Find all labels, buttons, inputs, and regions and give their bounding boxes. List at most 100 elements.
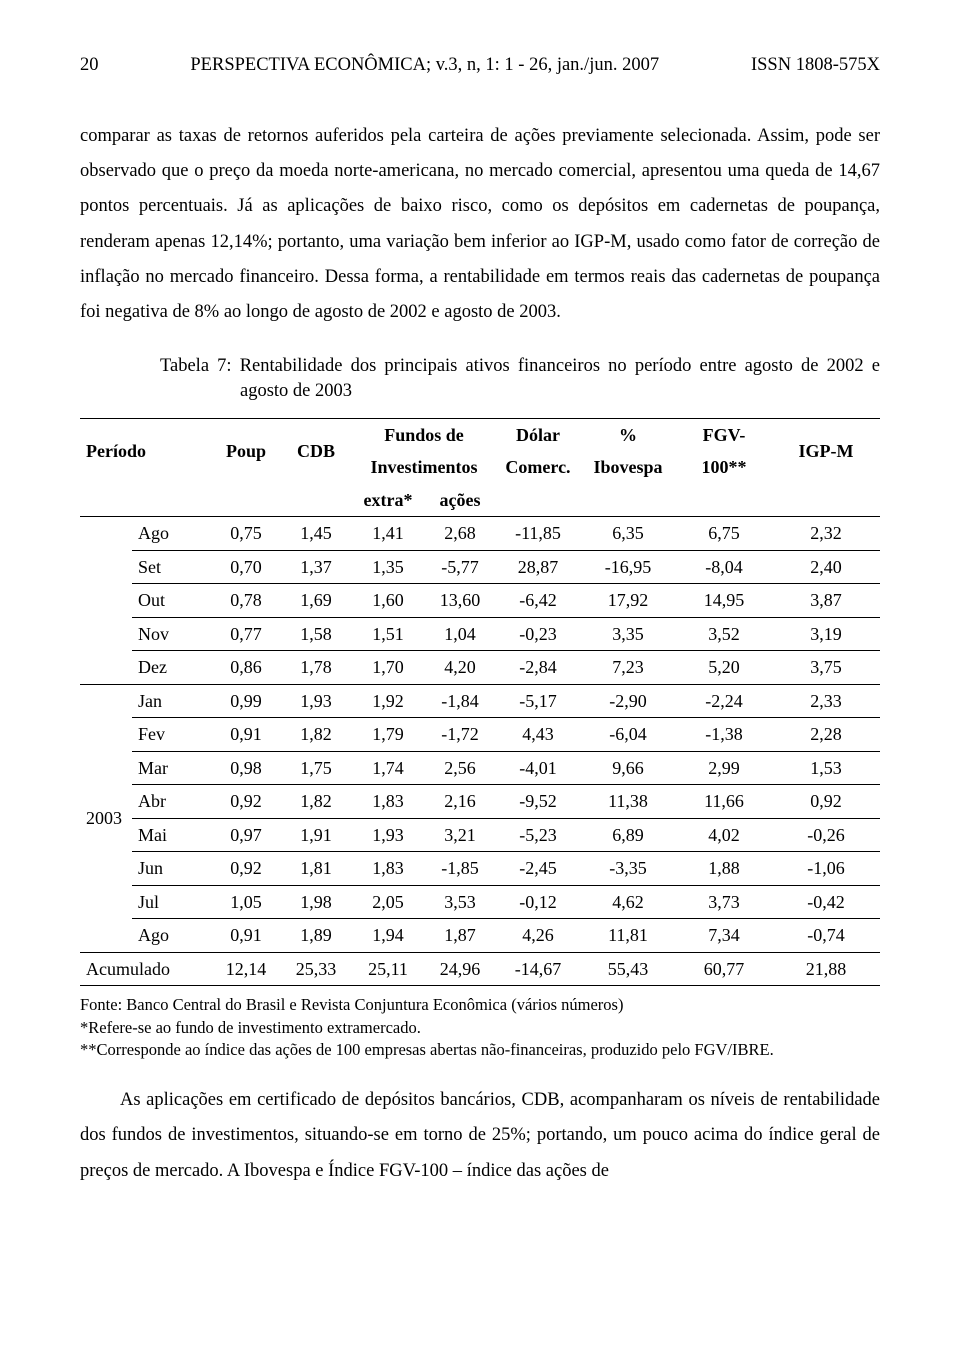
table-row: Ago0,911,891,941,874,2611,817,34-0,74 xyxy=(80,919,880,953)
table-row: Mar0,981,751,742,56-4,019,662,991,53 xyxy=(80,751,880,785)
table-row: Set0,701,371,35-5,7728,87-16,95-8,042,40 xyxy=(80,550,880,584)
table-row: Mai0,971,911,933,21-5,236,894,02-0,26 xyxy=(80,818,880,852)
cell-acoes: -1,85 xyxy=(424,852,496,886)
cell-m: Jul xyxy=(132,885,212,919)
cell-poup: 0,92 xyxy=(212,785,280,819)
col-periodo: Período xyxy=(80,418,212,484)
cell-cdb: 1,75 xyxy=(280,751,352,785)
table-row: Jul1,051,982,053,53-0,124,623,73-0,42 xyxy=(80,885,880,919)
cell-cdb: 1,58 xyxy=(280,617,352,651)
cell-poup: 0,97 xyxy=(212,818,280,852)
table-row: 2003Jan0,991,931,92-1,84-5,17-2,90-2,242… xyxy=(80,684,880,718)
table-footnotes: Fonte: Banco Central do Brasil e Revista… xyxy=(80,994,880,1061)
table-row: Dez0,861,781,704,20-2,847,235,203,75 xyxy=(80,651,880,685)
cell-poup: 0,99 xyxy=(212,684,280,718)
col-igpm: IGP-M xyxy=(772,418,880,484)
cell-ibov: -16,95 xyxy=(580,550,676,584)
col-cdb: CDB xyxy=(280,418,352,484)
cell-m: Mai xyxy=(132,818,212,852)
cell-fgv: 14,95 xyxy=(676,584,772,618)
cell-extra: 1,83 xyxy=(352,852,424,886)
cell-extra: 1,93 xyxy=(352,818,424,852)
cell-extra: 25,11 xyxy=(352,952,424,986)
cell-acoes: 3,53 xyxy=(424,885,496,919)
cell-igpm: -0,74 xyxy=(772,919,880,953)
cell-m: Ago xyxy=(132,517,212,551)
cell-poup: 12,14 xyxy=(212,952,280,986)
cell-cdb: 1,82 xyxy=(280,785,352,819)
cell-igpm: -0,42 xyxy=(772,885,880,919)
cell-extra: 1,70 xyxy=(352,651,424,685)
cell-extra: 1,83 xyxy=(352,785,424,819)
table-row: Out0,781,691,6013,60-6,4217,9214,953,87 xyxy=(80,584,880,618)
cell-m: Jan xyxy=(132,684,212,718)
cell-fgv: 60,77 xyxy=(676,952,772,986)
year-cell-2003: 2003 xyxy=(80,684,132,952)
col-extra: extra* xyxy=(352,484,424,517)
cell-m: Nov xyxy=(132,617,212,651)
cell-fgv: 11,66 xyxy=(676,785,772,819)
cell-ibov: 6,35 xyxy=(580,517,676,551)
cell-dolar: -14,67 xyxy=(496,952,580,986)
cell-extra: 1,94 xyxy=(352,919,424,953)
cell-ibov: -6,04 xyxy=(580,718,676,752)
cell-acoes: 2,56 xyxy=(424,751,496,785)
cell-acoes: 3,21 xyxy=(424,818,496,852)
cell-poup: 0,70 xyxy=(212,550,280,584)
cell-dolar: -6,42 xyxy=(496,584,580,618)
table-row: Fev0,911,821,79-1,724,43-6,04-1,382,28 xyxy=(80,718,880,752)
cell-m: Abr xyxy=(132,785,212,819)
cell-ibov: 55,43 xyxy=(580,952,676,986)
col-dolar-mid: Comerc. xyxy=(496,451,580,484)
cell-dolar: 4,43 xyxy=(496,718,580,752)
body-paragraph-1: comparar as taxas de retornos auferidos … xyxy=(80,119,880,330)
cell-dolar: -0,23 xyxy=(496,617,580,651)
cell-ibov: 11,81 xyxy=(580,919,676,953)
col-fundos-mid: Investimentos xyxy=(352,451,496,484)
cell-fgv: 6,75 xyxy=(676,517,772,551)
cell-cdb: 1,91 xyxy=(280,818,352,852)
page-number: 20 xyxy=(80,48,99,83)
cell-fgv: 2,99 xyxy=(676,751,772,785)
cell-cdb: 25,33 xyxy=(280,952,352,986)
cell-acoes: 2,16 xyxy=(424,785,496,819)
footnote-fgv: **Corresponde ao índice das ações de 100… xyxy=(80,1039,880,1061)
cell-accum-label: Acumulado xyxy=(80,952,212,986)
cell-poup: 0,77 xyxy=(212,617,280,651)
cell-ibov: 9,66 xyxy=(580,751,676,785)
cell-cdb: 1,45 xyxy=(280,517,352,551)
cell-cdb: 1,98 xyxy=(280,885,352,919)
table-body: Ago0,751,451,412,68-11,856,356,752,32Set… xyxy=(80,517,880,986)
cell-poup: 0,75 xyxy=(212,517,280,551)
cell-m: Out xyxy=(132,584,212,618)
cell-ibov: 11,38 xyxy=(580,785,676,819)
table-row: Abr0,921,821,832,16-9,5211,3811,660,92 xyxy=(80,785,880,819)
cell-igpm: 21,88 xyxy=(772,952,880,986)
cell-acoes: -5,77 xyxy=(424,550,496,584)
cell-extra: 1,60 xyxy=(352,584,424,618)
cell-igpm: 1,53 xyxy=(772,751,880,785)
journal-title: PERSPECTIVA ECONÔMICA; v.3, n, 1: 1 - 26… xyxy=(190,48,659,83)
cell-acoes: 4,20 xyxy=(424,651,496,685)
cell-cdb: 1,93 xyxy=(280,684,352,718)
cell-acoes: -1,84 xyxy=(424,684,496,718)
cell-fgv: -2,24 xyxy=(676,684,772,718)
footnote-source: Fonte: Banco Central do Brasil e Revista… xyxy=(80,994,880,1016)
cell-igpm: -0,26 xyxy=(772,818,880,852)
cell-poup: 0,98 xyxy=(212,751,280,785)
issn: ISSN 1808-575X xyxy=(751,48,880,83)
cell-igpm: 2,32 xyxy=(772,517,880,551)
cell-cdb: 1,78 xyxy=(280,651,352,685)
cell-fgv: 3,73 xyxy=(676,885,772,919)
cell-igpm: 0,92 xyxy=(772,785,880,819)
cell-extra: 1,79 xyxy=(352,718,424,752)
cell-fgv: -1,38 xyxy=(676,718,772,752)
table-row: Jun0,921,811,83-1,85-2,45-3,351,88-1,06 xyxy=(80,852,880,886)
cell-acoes: -1,72 xyxy=(424,718,496,752)
cell-dolar: -5,23 xyxy=(496,818,580,852)
cell-m: Fev xyxy=(132,718,212,752)
cell-extra: 1,35 xyxy=(352,550,424,584)
cell-fgv: 5,20 xyxy=(676,651,772,685)
cell-fgv: 7,34 xyxy=(676,919,772,953)
year-cell-empty xyxy=(80,517,132,685)
